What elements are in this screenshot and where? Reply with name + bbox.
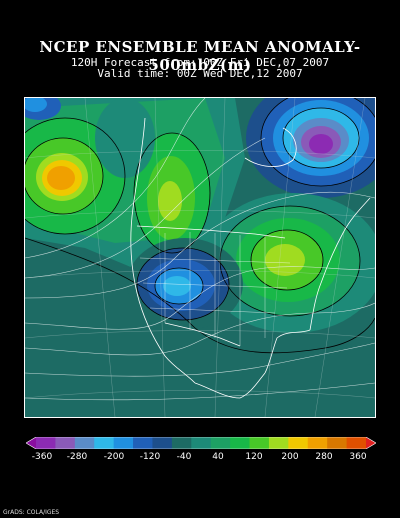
colorbar-swatch: [327, 437, 348, 449]
colorbar-swatch: [191, 437, 212, 449]
contour-hudson: [260, 98, 375, 187]
us-mexico-border: [164, 322, 241, 347]
colorbar-label: 40: [212, 452, 224, 462]
atlantic-high-core: [265, 244, 305, 276]
colorbar-label: -360: [31, 452, 53, 462]
west-coast-line: [130, 117, 196, 384]
anomaly-map: [24, 97, 376, 418]
contour-pacific-2: [25, 137, 104, 215]
colorbar-swatch: [171, 437, 192, 449]
contour-zero-line: [25, 237, 375, 354]
colorbar-labels: -360 -280 -200 -120 -40 40 120 200 280 3…: [0, 452, 400, 464]
height-contour-2: [25, 137, 266, 279]
colorbar-swatch: [74, 437, 95, 449]
colorbar-swatch: [346, 437, 367, 449]
height-contour-3: [25, 191, 375, 299]
colorbar-label: 120: [245, 452, 263, 462]
gulf-alaska-low-core: [25, 98, 47, 112]
colorbar-label: -280: [66, 452, 88, 462]
height-contour-7: [25, 382, 375, 401]
colorbar-swatch: [55, 437, 76, 449]
contour-pacific: [25, 117, 126, 235]
pacific-high-core: [47, 166, 75, 190]
height-contour-1: [25, 98, 206, 259]
colorbar-label: -120: [139, 452, 161, 462]
contour-ridge: [133, 132, 211, 254]
colorbar-swatch: [152, 437, 173, 449]
colorbar-swatch: [249, 437, 270, 449]
colorbar-swatch: [268, 437, 289, 449]
colorbar-label: -200: [103, 452, 125, 462]
north-trough: [95, 98, 155, 178]
colorbar-label: 360: [349, 452, 367, 462]
colorbar: [26, 437, 376, 449]
colorbar-swatch: [307, 437, 328, 449]
colorbar-swatch: [26, 437, 36, 449]
contour-atlantic-2: [250, 229, 324, 291]
height-contour-5: [25, 302, 375, 356]
us-canada-border: [136, 225, 286, 239]
contour-hudson-2: [282, 107, 360, 169]
canada-ridge-core: [158, 181, 182, 221]
east-coast-line: [309, 197, 371, 331]
colorbar-label: 200: [281, 452, 299, 462]
graticule: [25, 98, 375, 417]
valid-time-subtitle: Valid time: 00Z Wed DEC,12 2007: [97, 67, 303, 80]
mexico-coast-line: [194, 372, 266, 399]
state-lines: [139, 232, 291, 346]
contour-sw-2: [154, 267, 204, 305]
map-title: NCEP ENSEMBLE MEAN ANOMALY- 500mbZ(m): [39, 38, 361, 74]
height-contour-6: [25, 342, 375, 377]
forecast-subtitle: 120H Forecast from: 00Z Fri DEC,07 2007: [70, 56, 330, 69]
colorbar-swatch: [113, 437, 134, 449]
colorbar-label: -40: [176, 452, 192, 462]
height-contour-4: [25, 266, 375, 330]
colorbar-swatch: [36, 437, 56, 449]
hudson-low-core: [309, 134, 333, 154]
colorbar-swatch: [230, 437, 251, 449]
colorbar-swatch: [210, 437, 231, 449]
sw-low-core: [163, 276, 191, 296]
gulf-coast-line: [264, 329, 311, 374]
credit-text: GrADS: COLA/IGES: [3, 509, 60, 516]
colorbar-swatch: [133, 437, 153, 449]
colorbar-label: 280: [315, 452, 333, 462]
colorbar-swatch: [366, 437, 376, 449]
colorbar-swatch: [94, 437, 115, 449]
colorbar-swatch: [288, 437, 309, 449]
